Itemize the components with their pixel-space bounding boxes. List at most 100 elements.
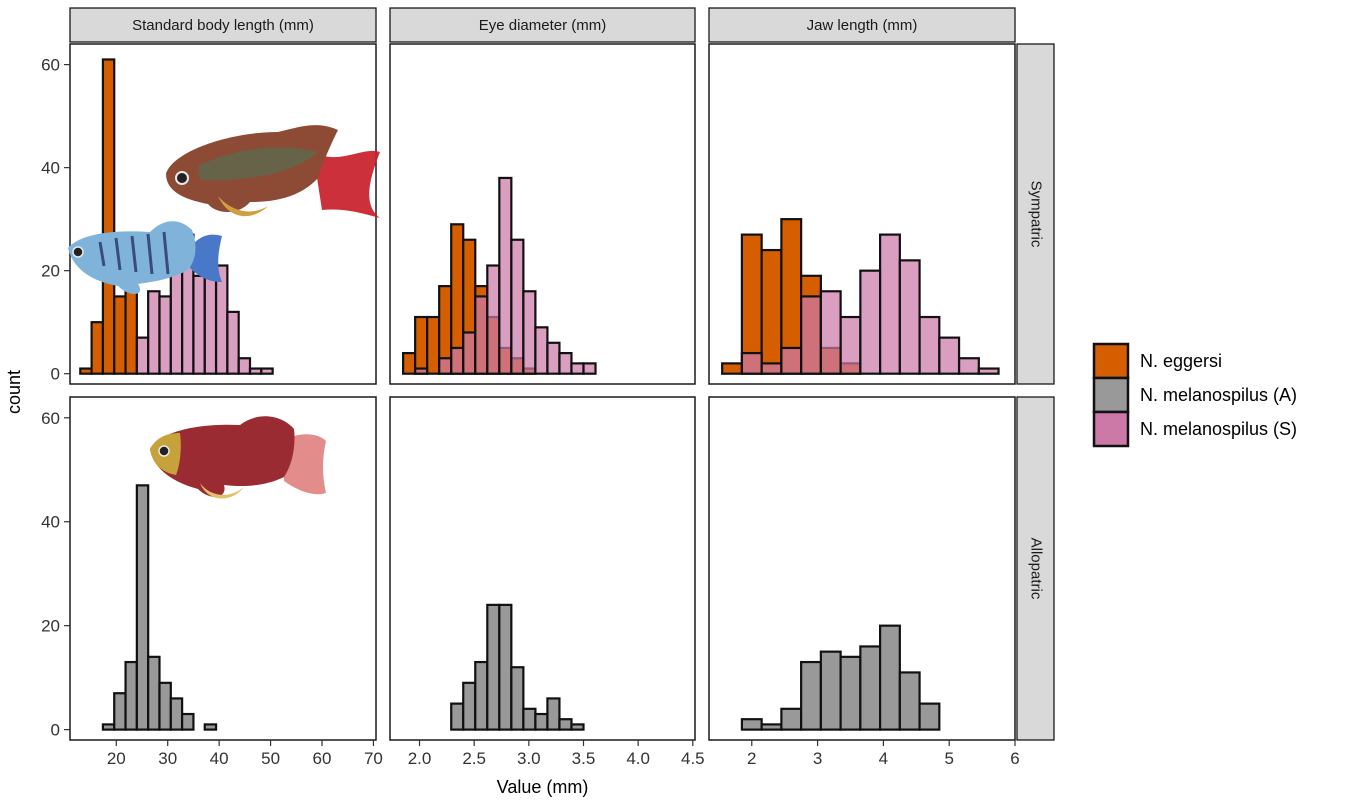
histogram-bar: [438, 357, 453, 375]
series-n-melanospilus-a-: [450, 603, 585, 731]
histogram-bar: [819, 650, 842, 731]
histogram-bar: [135, 336, 150, 375]
histogram-bar: [158, 681, 172, 731]
histogram-bar: [237, 357, 252, 375]
y-tick-label: 40: [41, 513, 60, 532]
histogram-bar: [839, 655, 862, 731]
y-tick-label: 60: [41, 409, 60, 428]
histogram-bar: [181, 712, 195, 731]
panel-border: [389, 43, 696, 385]
histogram-bar: [721, 362, 744, 375]
histogram-bar: [780, 346, 803, 375]
panel-allopatric-3: [708, 396, 1016, 741]
panel-border: [389, 396, 696, 741]
row-strip: [1016, 43, 1055, 385]
fish-photos-layer: [68, 125, 380, 499]
legend-label: N. eggersi: [1140, 351, 1222, 371]
histogram-bar: [510, 238, 525, 375]
histogram-bar: [570, 362, 585, 375]
legend-label: N. melanospilus (S): [1140, 419, 1297, 439]
column-strip: [708, 7, 1016, 43]
histogram-bar: [878, 233, 901, 375]
x-tick-label: 6: [1010, 749, 1019, 768]
y-tick-label: 20: [41, 262, 60, 281]
series-n-melanospilus-s-: [135, 233, 274, 375]
histogram-bar: [90, 321, 105, 375]
y-tick-label: 40: [41, 159, 60, 178]
histogram-bar: [522, 707, 537, 731]
y-tick-label: 60: [41, 56, 60, 75]
histogram-bar: [158, 295, 172, 375]
histogram-bar: [414, 315, 429, 375]
histogram-bar: [498, 603, 513, 731]
x-tick-label: 4: [879, 749, 888, 768]
x-axis-title: Value (mm): [497, 777, 589, 797]
histogram-bar: [570, 723, 585, 731]
histogram-bar: [248, 367, 263, 375]
histogram-bar: [462, 331, 477, 375]
histogram-bar: [957, 357, 980, 375]
histogram-bar: [462, 681, 477, 731]
panel-sympatric-1: [69, 43, 377, 385]
x-tick-label: 50: [261, 749, 280, 768]
y-axis-title: count: [4, 370, 24, 414]
histogram-bar: [760, 362, 783, 375]
histogram-bar: [522, 290, 537, 375]
panel-sympatric-3: [708, 43, 1016, 385]
panel-border: [69, 396, 377, 741]
x-tick-label: 3.0: [517, 749, 541, 768]
histogram-bar: [938, 336, 961, 375]
histogram-bar: [800, 295, 822, 375]
histogram-bar: [486, 264, 501, 375]
fish-photo-large-sympatric: [166, 125, 380, 218]
column-strip: [69, 7, 377, 43]
y-tick-label: 20: [41, 617, 60, 636]
histogram-bar: [203, 723, 218, 731]
histogram-bar: [124, 290, 138, 375]
histogram-bar: [474, 660, 489, 731]
column-strip-label: Standard body length (mm): [132, 17, 314, 34]
series-n-melanospilus-s-: [414, 176, 597, 375]
histogram-bar: [147, 655, 161, 731]
histogram-bar: [760, 723, 783, 731]
histogram-bar: [226, 310, 240, 375]
histogram-bar: [510, 666, 525, 731]
histogram-bar: [498, 176, 513, 375]
legend-key: [1092, 376, 1130, 414]
axes-layer: Standard body length (mm)20 30 40 50 60 70Eye…: [4, 7, 1055, 797]
histogram-bar: [800, 660, 822, 731]
panel-background: [390, 397, 695, 740]
histogram-bar: [169, 259, 184, 375]
histogram-bar: [740, 351, 763, 375]
row-strip-label: Allopatric: [1028, 538, 1045, 600]
x-tick-label: 2.5: [462, 749, 486, 768]
column-strip: [389, 7, 696, 43]
histogram-bar: [124, 660, 138, 731]
x-tick-label: 20: [107, 749, 126, 768]
row-strip-label: Sympatric: [1028, 181, 1045, 248]
histogram-bar: [135, 484, 150, 731]
x-tick-label: 60: [313, 749, 332, 768]
series-n-melanospilus-a-: [740, 624, 941, 731]
histogram-bar: [546, 697, 561, 731]
histogram-bar: [414, 367, 429, 375]
x-tick-label: 2.0: [408, 749, 432, 768]
legend-key: [1092, 410, 1130, 448]
histogram-bar: [780, 707, 803, 731]
histogram-bar: [79, 367, 93, 375]
y-tick-label: 0: [51, 721, 60, 740]
histogram-bar: [113, 295, 127, 375]
fish-photo-small-sympatric: [68, 221, 222, 295]
panel-border: [708, 43, 1016, 385]
histogram-bar: [101, 58, 116, 375]
panels-layer: [69, 43, 1016, 741]
x-tick-label: 3.5: [572, 749, 596, 768]
histogram-bar: [450, 702, 465, 731]
histogram-bar: [558, 351, 573, 375]
histogram-bar: [113, 692, 127, 731]
series-n-melanospilus-s-: [740, 233, 1000, 375]
histogram-bar: [740, 718, 763, 731]
histogram-bar: [534, 326, 549, 375]
histogram-bar: [169, 697, 184, 731]
